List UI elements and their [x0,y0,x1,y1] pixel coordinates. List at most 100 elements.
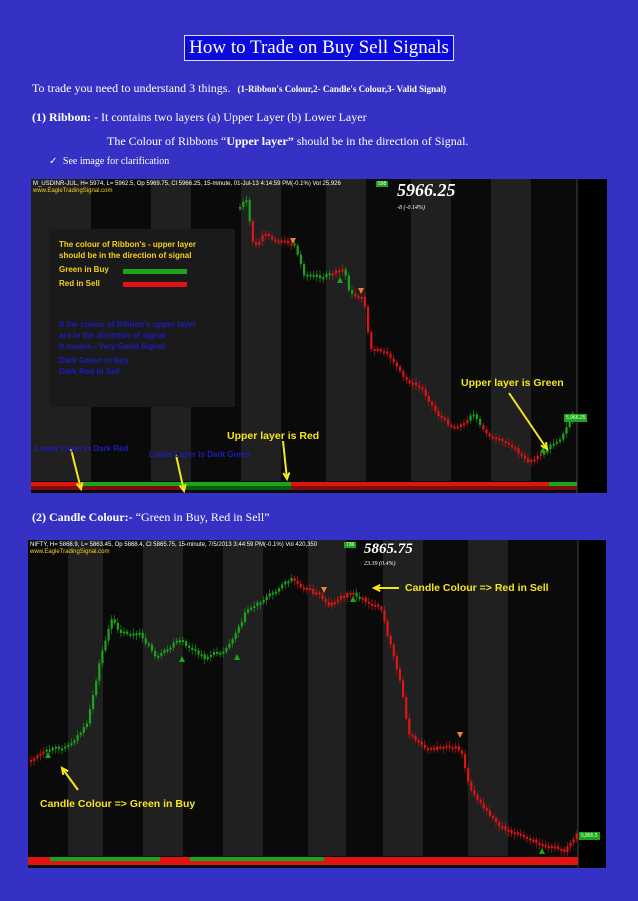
candle [565,427,568,434]
candle [344,269,347,276]
candle [445,745,448,748]
ribbon-lower [181,486,231,490]
candle [287,581,290,584]
candle [305,588,309,591]
line2-bold: Upper layer” [226,134,294,148]
candle [319,275,322,279]
candle [374,604,377,607]
candle [377,604,380,607]
section1-line: (1) Ribbon: - It contains two layers (a)… [32,110,367,125]
candle [296,581,299,584]
line2-post: should be in the direction of Signal. [293,134,469,148]
candle [370,332,373,350]
candle [436,746,439,750]
section2-text: “Green in Buy, Red in Sell” [132,510,270,524]
red-swatch [123,282,187,287]
candle [552,443,555,446]
candle [383,610,386,622]
candle [33,758,36,761]
candle [541,844,544,847]
candle [200,654,203,657]
candle [341,269,344,272]
chart1-price: 5966.25 [397,180,456,200]
chart2-change: 23.39 (0.4%) [364,561,396,567]
candle [395,362,398,367]
bullet-text: See image for clarification [62,156,170,167]
candle [132,633,135,636]
chart1-price-tag: 5,966.25 [564,414,588,422]
candle [361,597,364,600]
candle [312,588,315,594]
candle [424,389,427,396]
chart2-price-tag: 5,865.5 [579,832,600,840]
candle [443,417,446,420]
candle [259,602,262,605]
candle [360,296,363,299]
buy-signal-marker [350,596,356,602]
candle [373,348,376,351]
candle [188,645,191,648]
candle [175,640,178,643]
candle [544,844,547,847]
anno-lower-dark-red: Lower Layer is Dark Red [35,444,129,453]
candle [473,790,476,795]
annotation-arrowhead [178,483,187,493]
annotation-arrow [70,448,82,490]
section1-heading: (1) Ribbon: - [32,110,99,124]
candle [70,743,73,746]
candle [453,426,456,429]
candle [343,595,346,598]
candle [36,755,39,759]
candle [243,612,247,622]
session-band [143,540,183,856]
candle [563,849,566,852]
candle [376,348,379,351]
ribbon-upper [291,482,549,486]
candle [527,458,530,463]
candle [42,751,45,755]
candle [98,663,101,681]
candle [510,830,513,834]
candle [338,270,341,273]
ribbon-upper [31,482,83,486]
candle [426,748,429,751]
candle [434,405,437,412]
ribbon-upper [549,482,577,486]
buy-signal-marker [179,656,185,662]
anno-upper-red: Upper layer is Red [227,430,320,442]
candle [411,382,414,385]
candle [516,832,519,835]
candle [82,727,85,733]
ribbon-lower [291,486,549,490]
intro-line: To trade you need to understand 3 things… [32,81,446,96]
candle [352,592,355,595]
annotation-arrowhead [75,481,84,492]
candle [463,423,466,426]
candle [315,592,318,595]
candle [539,453,542,456]
candle [501,439,504,442]
candle [364,597,367,602]
ribbon-lower [28,861,578,865]
candle [245,200,248,203]
candle [234,632,237,640]
candle [258,241,261,246]
session-band [223,540,263,856]
candle [399,366,402,372]
box-line-1: The colour of Ribbon's - upper layer [59,240,197,249]
candle [107,628,110,641]
candle [433,747,436,750]
ribbon-lower [549,486,577,490]
candle [191,647,194,650]
candle [51,747,54,751]
candle [312,274,315,277]
annotation-arrow [282,440,288,480]
faded-line-5: Dark Red in Sell [59,367,120,376]
candle [101,650,104,664]
candle [95,680,98,696]
candle [423,744,426,749]
candle [247,609,250,613]
candle [535,839,538,844]
candle [389,635,392,645]
ribbon-upper [160,857,190,861]
